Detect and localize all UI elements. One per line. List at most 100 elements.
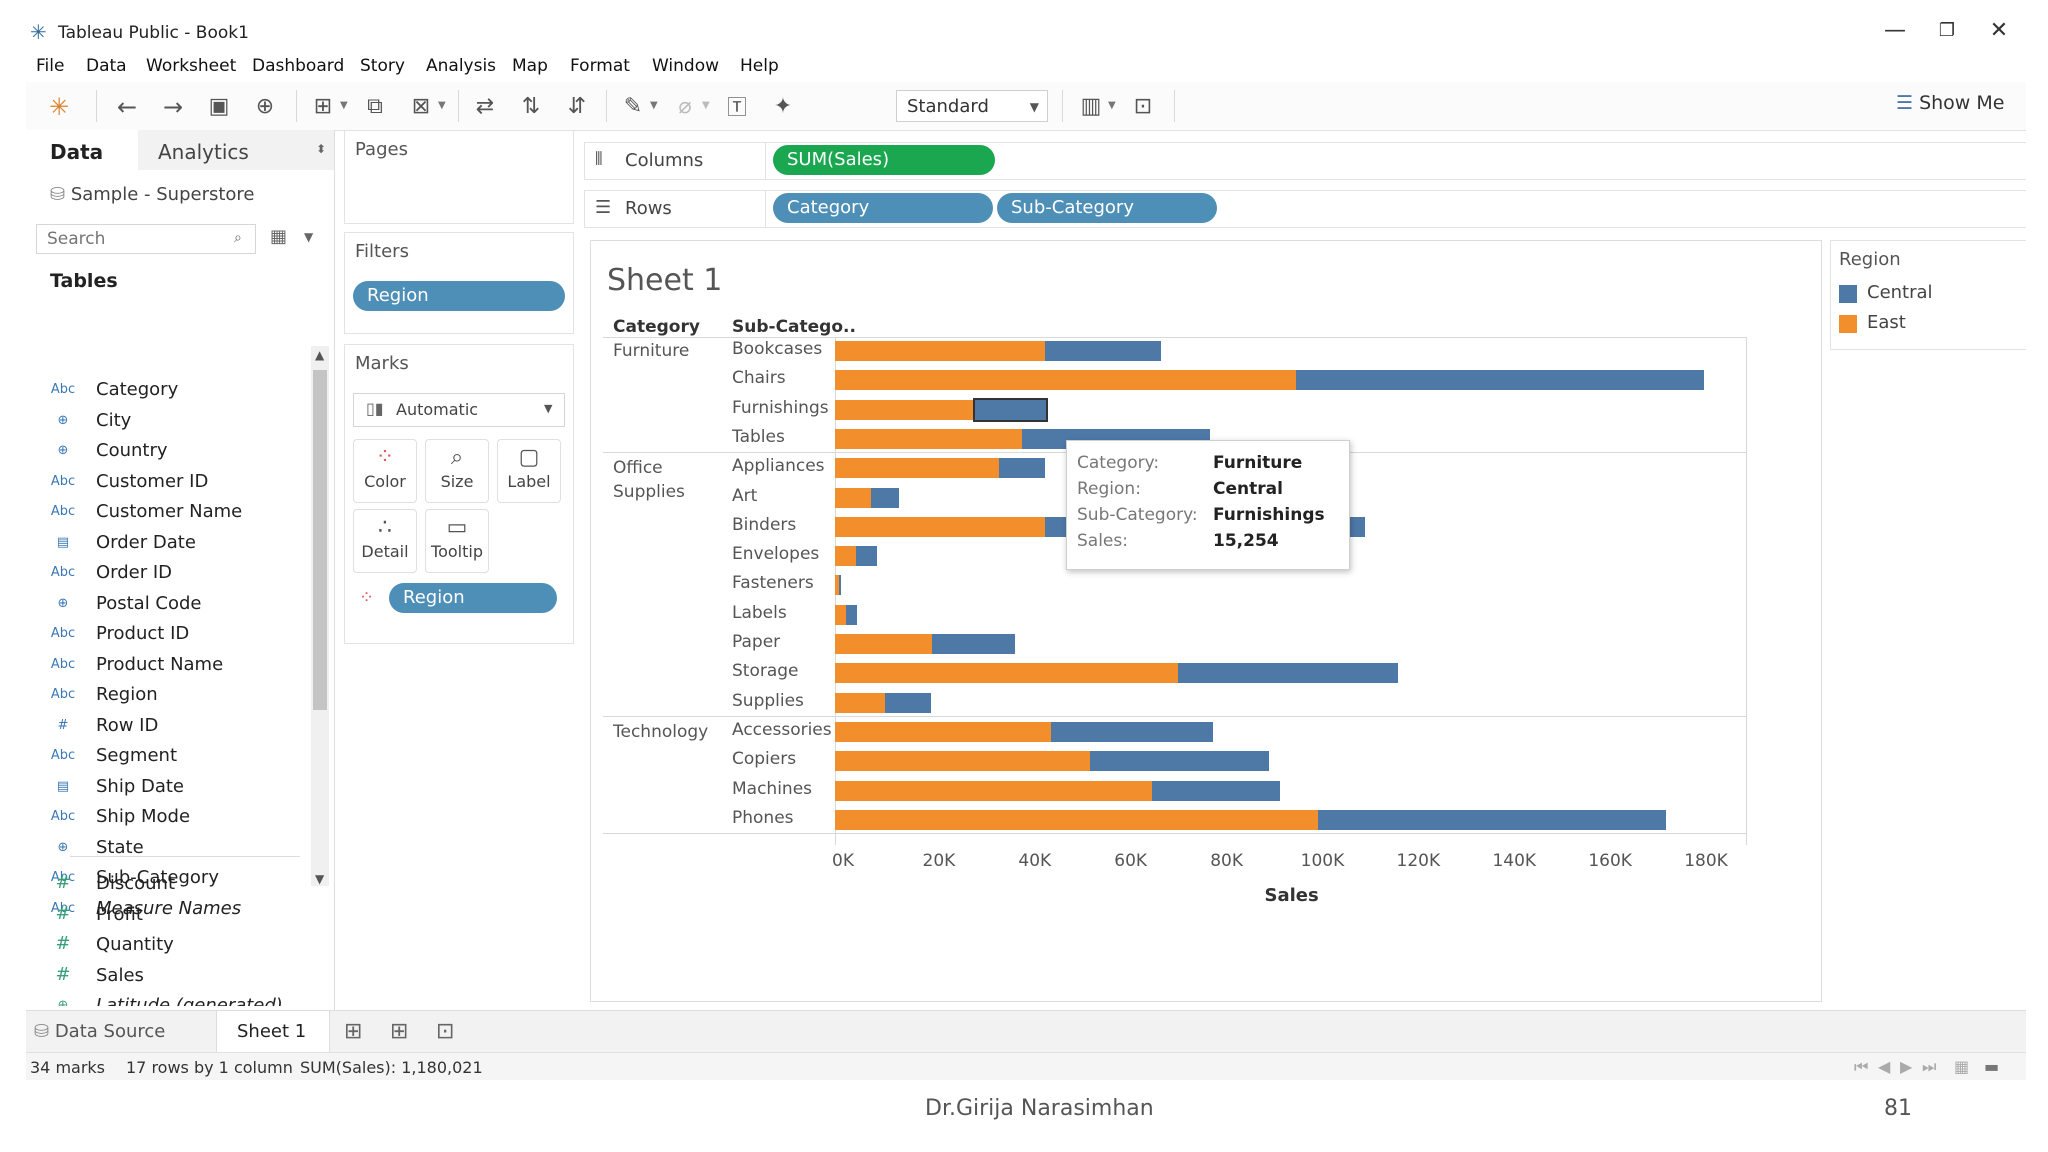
next-page-icon[interactable]: ▶ bbox=[1900, 1057, 1913, 1076]
save-icon[interactable]: ▣ bbox=[208, 94, 230, 119]
field-item[interactable]: Abc Customer ID bbox=[50, 468, 311, 498]
field-item[interactable]: Abc Measure Names bbox=[50, 895, 311, 925]
field-item[interactable]: # Profit bbox=[50, 901, 311, 931]
bar-central-fasteners[interactable] bbox=[839, 575, 842, 596]
marks-color-pill-region[interactable]: Region bbox=[389, 583, 557, 613]
group-icon[interactable]: ⌀ bbox=[678, 94, 692, 119]
tab-data-source[interactable]: ⛁ Data Source bbox=[34, 1021, 165, 1042]
swap-icon[interactable]: ⇄ bbox=[475, 94, 495, 119]
field-item[interactable]: ⊕ City bbox=[50, 407, 311, 437]
bar-east-machines[interactable] bbox=[835, 780, 1152, 801]
tab-analytics[interactable]: Analytics ⬍ bbox=[138, 130, 334, 170]
field-search-input[interactable] bbox=[36, 224, 256, 254]
rows-shelf[interactable]: ☰ Rows Category Sub-Category bbox=[584, 190, 2026, 228]
bar-central-machines[interactable] bbox=[1151, 780, 1281, 801]
subcategory-label[interactable]: Copiers bbox=[732, 749, 797, 770]
header-subcategory[interactable]: Sub-Catego.. bbox=[732, 317, 856, 337]
bar-central-supplies[interactable] bbox=[885, 692, 931, 713]
bar-east-supplies[interactable] bbox=[835, 692, 886, 713]
bar-east-phones[interactable] bbox=[835, 809, 1318, 830]
mark-type-select[interactable]: ▯▮ Automatic ▼ bbox=[353, 393, 565, 427]
bar-east-tables[interactable] bbox=[835, 428, 1023, 449]
chevron-down-icon[interactable]: ▼ bbox=[304, 230, 314, 244]
field-item[interactable]: ⊕ Postal Code bbox=[50, 590, 311, 620]
menu-dashboard[interactable]: Dashboard bbox=[252, 56, 345, 76]
subcategory-label[interactable]: Labels bbox=[732, 602, 787, 623]
new-dashboard-icon[interactable]: ⊞ bbox=[390, 1019, 409, 1044]
bar-east-appliances[interactable] bbox=[835, 458, 1000, 479]
redo-icon[interactable]: → bbox=[162, 93, 184, 121]
bar-east-paper[interactable] bbox=[835, 634, 932, 654]
bar-east-binders[interactable] bbox=[835, 516, 1045, 537]
field-item[interactable]: # Sales bbox=[50, 962, 311, 992]
field-item[interactable]: Abc Sub-Category bbox=[50, 864, 311, 894]
presentation-icon[interactable]: ▥ bbox=[1080, 94, 1102, 119]
marks-label-button[interactable]: ▢ Label bbox=[497, 439, 561, 503]
subcategory-label[interactable]: Paper bbox=[732, 632, 781, 652]
subcategory-label[interactable]: Machines bbox=[732, 778, 813, 799]
category-label[interactable]: Office Supplies bbox=[613, 458, 685, 503]
field-item[interactable]: Abc Segment bbox=[50, 742, 311, 772]
subcategory-label[interactable]: Phones bbox=[732, 807, 794, 828]
tab-sheet-1[interactable]: Sheet 1 bbox=[216, 1011, 330, 1053]
header-category[interactable]: Category bbox=[613, 317, 700, 337]
menu-help[interactable]: Help bbox=[740, 56, 779, 76]
bar-central-copiers[interactable] bbox=[1090, 751, 1269, 772]
subcategory-label[interactable]: Appliances bbox=[732, 456, 825, 477]
field-item[interactable]: Abc Region bbox=[50, 681, 311, 711]
minimize-button[interactable]: — bbox=[1884, 18, 1906, 43]
category-label[interactable]: Technology bbox=[613, 721, 709, 742]
bar-central-storage[interactable] bbox=[1178, 663, 1399, 684]
marks-size-button[interactable]: ⌕ Size bbox=[425, 439, 489, 503]
field-item[interactable]: # Row ID bbox=[50, 712, 311, 742]
marks-detail-button[interactable]: ∴ Detail bbox=[353, 509, 417, 573]
scroll-down-icon[interactable]: ▼ bbox=[315, 872, 325, 886]
menu-file[interactable]: File bbox=[36, 56, 65, 76]
bar-east-envelopes[interactable] bbox=[835, 546, 857, 567]
new-story-icon[interactable]: ⊡ bbox=[436, 1019, 455, 1044]
datasource-row[interactable]: ⛁ Sample - Superstore bbox=[50, 184, 255, 205]
subcategory-label[interactable]: Chairs bbox=[732, 368, 786, 389]
bar-central-art[interactable] bbox=[870, 487, 899, 508]
pin-icon[interactable]: ✦ bbox=[773, 94, 793, 119]
new-worksheet-icon[interactable]: ⊞ bbox=[313, 94, 333, 119]
sort-descending-icon[interactable]: ⇵ bbox=[567, 94, 587, 119]
tableau-logo-icon[interactable]: ✳ bbox=[48, 93, 70, 121]
scroll-thumb[interactable] bbox=[313, 370, 327, 710]
bar-central-bookcases[interactable] bbox=[1045, 341, 1162, 361]
marks-color-button[interactable]: ⁘ Color bbox=[353, 439, 417, 503]
field-item[interactable]: Abc Product Name bbox=[50, 651, 311, 681]
prev-page-icon[interactable]: ◀ bbox=[1878, 1057, 1891, 1076]
subcategory-label[interactable]: Envelopes bbox=[732, 544, 820, 565]
menu-window[interactable]: Window bbox=[652, 56, 720, 76]
subcategory-label[interactable]: Accessories bbox=[732, 719, 832, 740]
restore-button[interactable]: ❐ bbox=[1938, 20, 1956, 41]
first-page-icon[interactable]: ⏮ bbox=[1854, 1057, 1869, 1076]
filters-card[interactable]: Filters Region bbox=[344, 232, 574, 334]
grid-view-icon[interactable]: ▦ bbox=[1954, 1057, 1970, 1076]
last-page-icon[interactable]: ⏭ bbox=[1922, 1057, 1937, 1076]
bar-east-art[interactable] bbox=[835, 487, 871, 508]
field-item[interactable]: # Quantity bbox=[50, 931, 311, 961]
marks-tooltip-button[interactable]: ▭ Tooltip bbox=[425, 509, 489, 573]
menu-worksheet[interactable]: Worksheet bbox=[146, 56, 237, 76]
subcategory-label[interactable]: Art bbox=[732, 485, 758, 506]
x-axis-title[interactable]: Sales bbox=[1264, 885, 1319, 907]
subcategory-label[interactable]: Storage bbox=[732, 661, 799, 682]
bar-east-chairs[interactable] bbox=[835, 370, 1296, 391]
bar-east-labels[interactable] bbox=[835, 604, 847, 625]
menu-format[interactable]: Format bbox=[570, 56, 630, 76]
menu-story[interactable]: Story bbox=[360, 56, 405, 76]
clear-sheet-icon[interactable]: ⊠ bbox=[411, 94, 431, 119]
bar-central-labels[interactable] bbox=[846, 604, 858, 625]
sheet-title[interactable]: Sheet 1 bbox=[607, 263, 723, 298]
field-item[interactable]: Abc Product ID bbox=[50, 620, 311, 650]
subcategory-label[interactable]: Fasteners bbox=[732, 573, 814, 594]
sort-ascending-icon[interactable]: ⇅ bbox=[521, 94, 541, 119]
category-label[interactable]: Furniture bbox=[613, 341, 690, 361]
field-list-scrollbar[interactable]: ▲ ▼ bbox=[311, 346, 329, 886]
tab-data[interactable]: Data bbox=[50, 140, 104, 164]
new-datasource-icon[interactable]: ⊕ bbox=[255, 94, 275, 119]
menu-map[interactable]: Map bbox=[512, 56, 548, 76]
duplicate-icon[interactable]: ⧉ bbox=[367, 94, 383, 119]
